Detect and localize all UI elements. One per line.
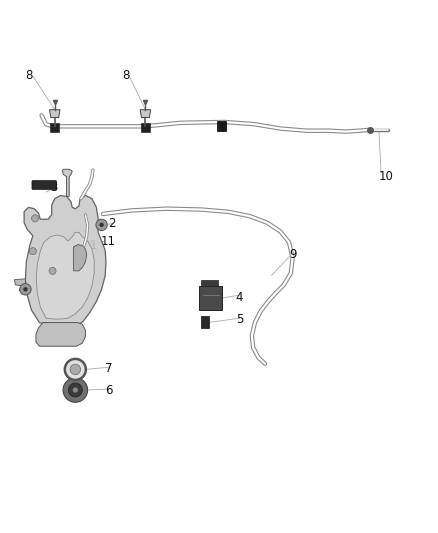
Text: 4: 4	[236, 290, 243, 304]
Polygon shape	[74, 245, 87, 271]
Circle shape	[20, 284, 31, 295]
Bar	[199, 286, 222, 310]
Text: 8: 8	[25, 69, 33, 83]
Circle shape	[68, 383, 82, 397]
Polygon shape	[14, 279, 25, 286]
Polygon shape	[62, 169, 72, 197]
Text: 11: 11	[101, 235, 116, 248]
Text: 5: 5	[236, 312, 243, 326]
Circle shape	[29, 248, 36, 255]
Circle shape	[70, 364, 81, 375]
Text: 6: 6	[105, 384, 113, 397]
Text: 2: 2	[109, 217, 116, 230]
Polygon shape	[24, 196, 106, 330]
FancyBboxPatch shape	[32, 181, 57, 189]
Bar	[141, 123, 150, 132]
Circle shape	[65, 359, 86, 380]
Circle shape	[23, 287, 28, 292]
Bar	[201, 316, 209, 328]
Bar	[201, 280, 218, 286]
Circle shape	[73, 387, 78, 393]
Text: 2: 2	[17, 281, 24, 294]
Polygon shape	[140, 110, 151, 118]
Circle shape	[99, 223, 104, 227]
Text: 9: 9	[289, 248, 297, 261]
Text: 7: 7	[105, 361, 113, 375]
Bar	[217, 121, 226, 131]
Text: 10: 10	[379, 170, 394, 183]
Text: 1: 1	[90, 239, 97, 252]
Circle shape	[96, 219, 107, 231]
Text: 8: 8	[122, 69, 129, 83]
Polygon shape	[36, 232, 94, 319]
Polygon shape	[49, 110, 60, 118]
Bar	[50, 123, 59, 132]
Circle shape	[63, 378, 88, 402]
Text: 3: 3	[50, 181, 58, 194]
Circle shape	[32, 215, 39, 222]
Circle shape	[49, 268, 56, 274]
Polygon shape	[36, 322, 85, 346]
